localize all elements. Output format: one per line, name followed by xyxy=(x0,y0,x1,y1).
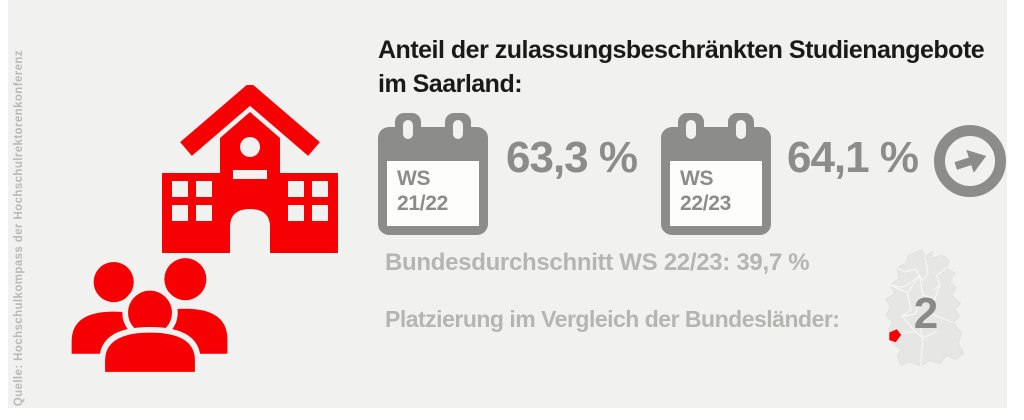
stat-value-ws-22-23: 64,1 % xyxy=(786,133,919,182)
roof-chevron xyxy=(180,85,320,156)
ranking-label: Platzierung im Vergleich der Bundeslände… xyxy=(385,306,840,332)
calendar-ring-icon xyxy=(677,113,704,151)
calendar-label: WS 22/23 xyxy=(679,167,732,216)
arch-door xyxy=(230,209,270,253)
germany-map xyxy=(885,248,965,367)
calendar-icon-ws-21-22: WS 21/22 xyxy=(378,113,488,235)
wing-windows xyxy=(172,181,328,221)
arrow-up-right-circle-icon xyxy=(933,125,1006,197)
calendar-ring-icon xyxy=(727,113,754,151)
ranking-value: 2 xyxy=(913,289,939,338)
calendar-icon-ws-22-23: WS 22/23 xyxy=(660,113,771,235)
lintel-bar xyxy=(233,170,267,179)
calendar-ring-icon xyxy=(445,113,471,151)
calendar-page xyxy=(669,161,762,226)
calendar-page xyxy=(387,161,479,226)
title-line-2: im Saarland: xyxy=(378,69,523,98)
front-person xyxy=(99,284,201,377)
students-group-icon xyxy=(71,258,228,377)
title-line-1: Anteil der zulassungsbeschränkten Studie… xyxy=(378,36,985,64)
infographic-title: Anteil der zulassungsbeschränkten Studie… xyxy=(378,34,985,101)
calendar-label: WS 21/22 xyxy=(397,167,449,216)
arrow-glyph xyxy=(954,149,987,173)
round-window xyxy=(240,137,260,157)
saarland-highlight xyxy=(889,329,902,343)
national-average-text: Bundesdurchschnitt WS 22/23: 39,7 % xyxy=(385,249,810,276)
stat-value-ws-21-22: 63,3 % xyxy=(506,133,638,182)
calendar-ring-icon xyxy=(395,113,421,151)
germany-outline xyxy=(885,248,965,367)
stats-row: WS 21/22 63,3 % WS 22/23 64,1 % xyxy=(378,113,1006,235)
source-attribution: Quelle: Hochschulkompass der Hochschulre… xyxy=(13,49,25,406)
university-building-icon xyxy=(162,85,338,253)
